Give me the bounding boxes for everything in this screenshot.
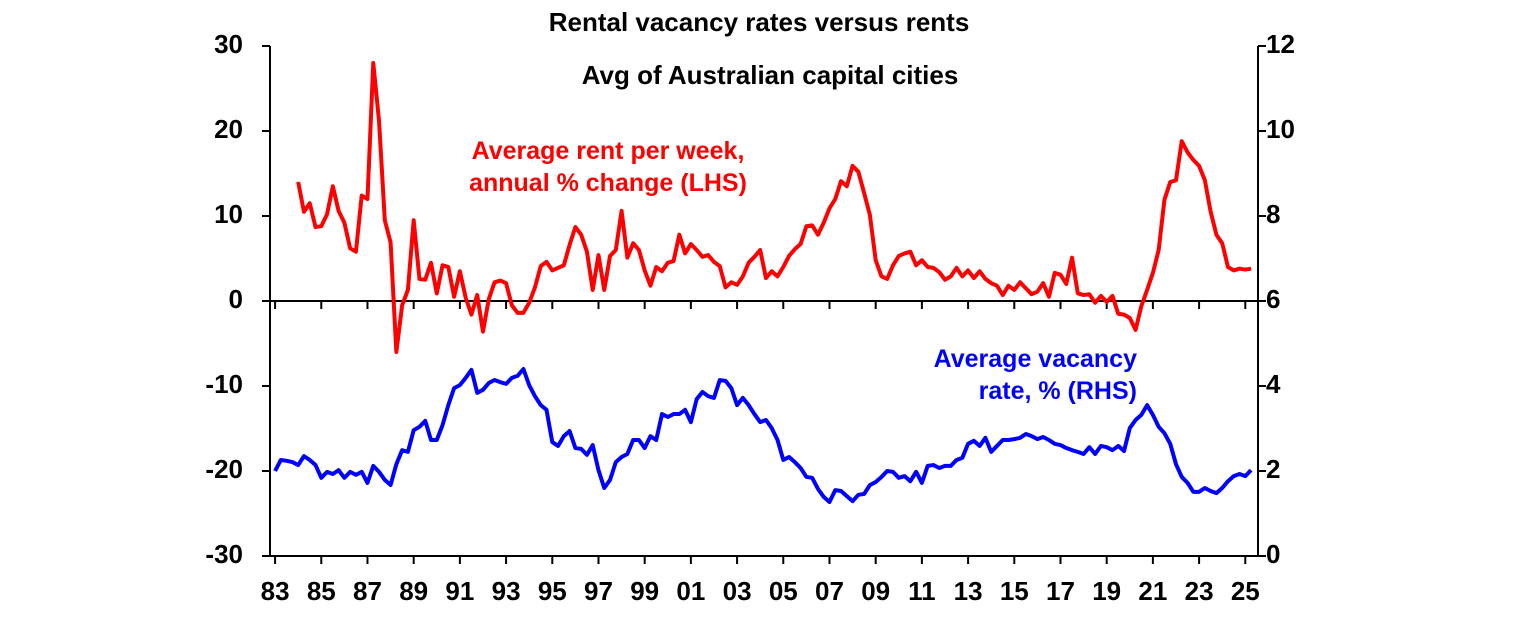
series-label: Average vacancy rate, % (RHS) bbox=[934, 345, 1137, 405]
y-tick-label: 10 bbox=[214, 199, 243, 229]
x-tick-label: 13 bbox=[954, 576, 983, 606]
series-line bbox=[273, 367, 1253, 505]
x-tick-label: 07 bbox=[815, 576, 844, 606]
x-tick-label: 17 bbox=[1046, 576, 1075, 606]
x-tick-label: 25 bbox=[1231, 576, 1260, 606]
x-tick-label: 97 bbox=[584, 576, 613, 606]
x-tick-label: 83 bbox=[261, 576, 290, 606]
chart-title: Rental vacancy rates versus rents bbox=[549, 7, 970, 37]
x-tick-label: 89 bbox=[399, 576, 428, 606]
x-tick-label: 93 bbox=[492, 576, 521, 606]
y2-tick-label: 8 bbox=[1266, 199, 1280, 229]
x-tick-label: 09 bbox=[861, 576, 890, 606]
y2-tick-label: 10 bbox=[1266, 114, 1295, 144]
y-tick-label: 30 bbox=[214, 29, 243, 59]
x-tick-label: 05 bbox=[769, 576, 798, 606]
x-tick-label: 91 bbox=[445, 576, 474, 606]
y2-tick-label: 12 bbox=[1266, 29, 1295, 59]
chart-subtitle: Avg of Australian capital cities bbox=[582, 60, 959, 90]
x-tick-label: 11 bbox=[908, 576, 936, 606]
y2-tick-label: 6 bbox=[1266, 284, 1280, 314]
x-tick-label: 19 bbox=[1092, 576, 1121, 606]
series-label-line: annual % change (LHS) bbox=[469, 169, 747, 197]
x-tick-label: 15 bbox=[1000, 576, 1029, 606]
series-line bbox=[296, 61, 1252, 354]
x-tick-label: 03 bbox=[723, 576, 752, 606]
x-tick-label: 23 bbox=[1185, 576, 1214, 606]
y2-tick-label: 0 bbox=[1266, 539, 1280, 569]
x-tick-label: 99 bbox=[630, 576, 659, 606]
y-tick-label: 20 bbox=[214, 114, 243, 144]
x-tick-label: 85 bbox=[307, 576, 336, 606]
y2-tick-label: 4 bbox=[1266, 369, 1281, 399]
series-label-line: Average vacancy bbox=[934, 345, 1137, 373]
y-tick-label: -30 bbox=[205, 539, 243, 569]
y-tick-label: -10 bbox=[205, 369, 243, 399]
series-label: Average rent per week, annual % change (L… bbox=[469, 137, 747, 197]
series-label-line: Average rent per week, bbox=[472, 137, 745, 165]
y2-tick-label: 2 bbox=[1266, 454, 1280, 484]
y-tick-label: -20 bbox=[205, 454, 243, 484]
y-tick-label: 0 bbox=[229, 284, 243, 314]
series-label-line: rate, % (RHS) bbox=[979, 377, 1137, 405]
x-tick-label: 01 bbox=[676, 576, 705, 606]
x-tick-label: 87 bbox=[353, 576, 382, 606]
x-tick-label: 95 bbox=[538, 576, 567, 606]
x-tick-label: 21 bbox=[1138, 576, 1167, 606]
